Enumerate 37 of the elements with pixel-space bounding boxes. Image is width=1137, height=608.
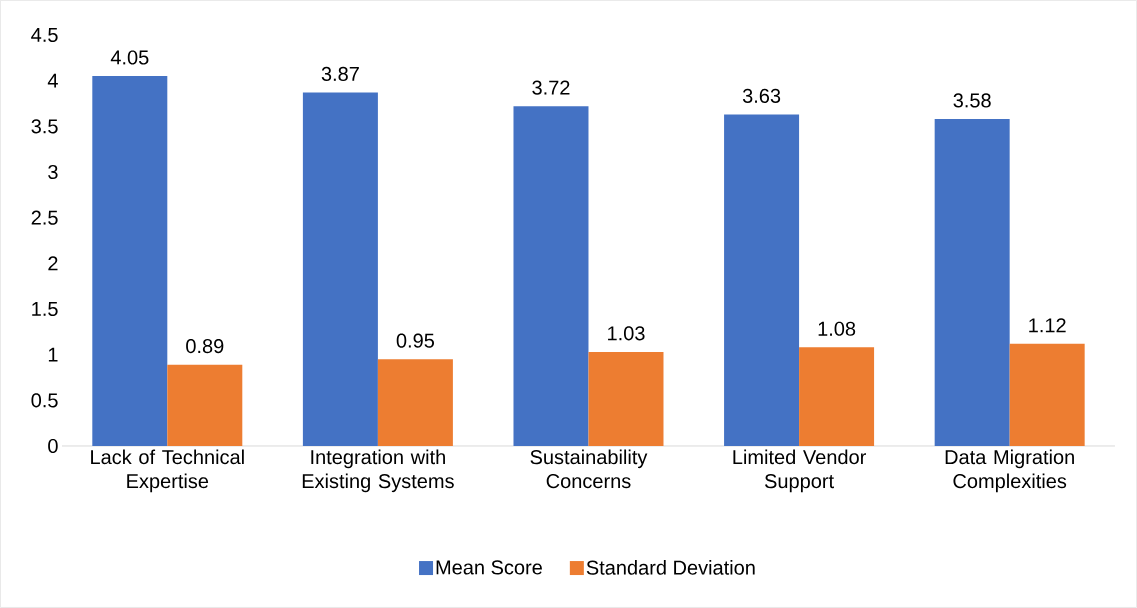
data-label: 3.72: [532, 80, 570, 95]
x-tick-label: Limited Vendor Support: [733, 449, 866, 493]
data-label: 1.03: [608, 326, 645, 341]
bar: [513, 106, 589, 446]
bar: [1009, 343, 1085, 446]
y-tick-label: 2.5: [31, 210, 58, 225]
x-tick-label: Integration with Existing Systems: [302, 449, 454, 493]
x-tick-label: Lack of Technical Expertise: [91, 449, 244, 493]
y-tick-label: 2: [48, 256, 58, 271]
bar: [799, 347, 875, 446]
data-label: 4.05: [110, 50, 149, 65]
legend-label: Standard Deviation: [586, 560, 755, 575]
y-tick-label: 4: [47, 73, 58, 88]
bar: [167, 364, 243, 446]
y-tick-label: 0: [48, 438, 58, 454]
y-tick-label: 4.5: [31, 28, 58, 42]
y-tick-label: 3.5: [31, 119, 58, 134]
bar: [377, 359, 453, 446]
data-label: 3.58: [953, 93, 991, 108]
y-tick-label: 1.5: [32, 302, 58, 316]
y-tick-label: 1: [48, 347, 58, 362]
bar: [588, 351, 664, 446]
data-label: 1.08: [818, 321, 856, 336]
data-label: 0.89: [186, 339, 224, 354]
bar: [934, 119, 1010, 446]
data-label: 3.87: [321, 66, 359, 82]
x-tick-label: Sustainability Concerns: [530, 449, 648, 489]
y-tick-label: 3: [48, 164, 58, 180]
legend-label: Mean Score: [436, 560, 542, 575]
data-label: 1.12: [1029, 318, 1066, 333]
bar: [92, 76, 168, 446]
y-tick-label: 0.5: [31, 393, 58, 408]
data-label: 3.63: [742, 88, 781, 103]
x-tick-label: Data Migration Complexities: [945, 449, 1074, 493]
bar: [724, 114, 800, 446]
data-label: 0.95: [396, 333, 435, 348]
bar: [302, 92, 378, 446]
